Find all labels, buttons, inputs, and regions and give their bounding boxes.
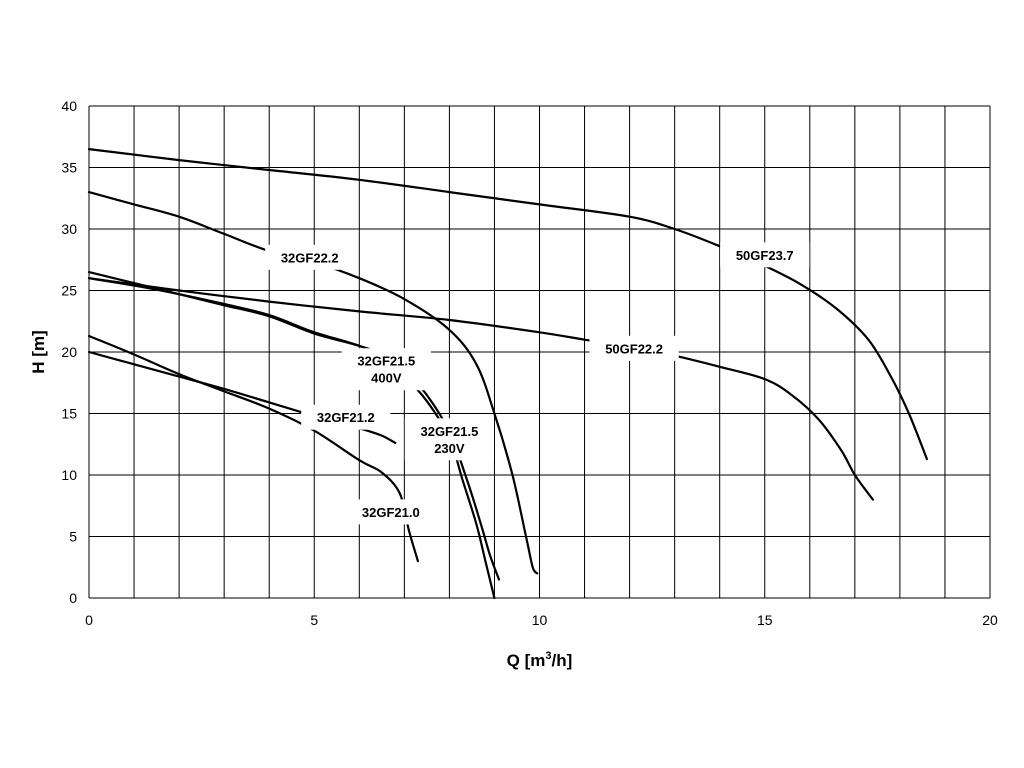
label-background [404, 418, 494, 461]
y-tick-label: 40 [61, 98, 77, 114]
y-tick-label: 0 [69, 590, 77, 606]
y-axis-title: H [m] [29, 330, 48, 373]
curve-label: 32GF21.5 [420, 424, 478, 439]
curve-label-group: 32GF21.5 230V [404, 418, 494, 461]
curve-label-group: 32GF22.2 [265, 244, 355, 270]
y-tick-label: 10 [61, 467, 77, 483]
label-background [341, 348, 431, 391]
label-background [589, 335, 679, 361]
x-tick-label: 10 [532, 612, 548, 628]
curve-label: 50GF22.2 [605, 341, 663, 356]
x-axis-title: Q [m3/h] [507, 650, 573, 670]
x-tick-label: 0 [85, 612, 93, 628]
x-tick-label: 15 [757, 612, 773, 628]
curve-label-group: 32GF21.5 400V [341, 348, 431, 391]
curve-32gf21-2 [87, 350, 397, 445]
curve-label: 32GF21.5 [357, 354, 415, 369]
y-tick-label: 5 [69, 529, 77, 545]
label-background [346, 499, 436, 525]
curve-32gf22-2 [87, 191, 539, 575]
curve-label-group: 32GF21.2 [301, 404, 391, 430]
tick-labels: 0 5 10 15 20 0 5 10 15 20 25 30 35 40 [61, 98, 998, 628]
curve-label: 32GF21.2 [317, 410, 375, 425]
grid [88, 105, 991, 599]
x-tick-label: 5 [310, 612, 318, 628]
y-tick-label: 25 [61, 283, 77, 299]
curve-50gf23-7 [87, 148, 928, 461]
curve-label: 400V [371, 371, 402, 386]
label-background [720, 242, 810, 268]
label-background [301, 404, 391, 430]
curve-label: 50GF23.7 [736, 248, 794, 263]
y-tick-label: 30 [61, 221, 77, 237]
curve-label-group: 32GF21.0 [346, 499, 436, 525]
curve-50gf22-2 [87, 277, 874, 501]
curve-label-group: 50GF22.2 [589, 335, 679, 361]
y-tick-label: 20 [61, 344, 77, 360]
x-tick-label: 20 [982, 612, 998, 628]
curve-labels: 50GF23.732GF22.250GF22.232GF21.5400V32GF… [265, 242, 810, 525]
curve-label: 32GF21.0 [362, 505, 420, 520]
curve-label-group: 50GF23.7 [720, 242, 810, 268]
label-background [265, 244, 355, 270]
pump-curves [87, 148, 928, 600]
curve-label: 32GF22.2 [281, 250, 339, 265]
y-tick-label: 15 [61, 406, 77, 422]
y-tick-label: 35 [61, 160, 77, 176]
curve-label: 230V [434, 441, 465, 456]
